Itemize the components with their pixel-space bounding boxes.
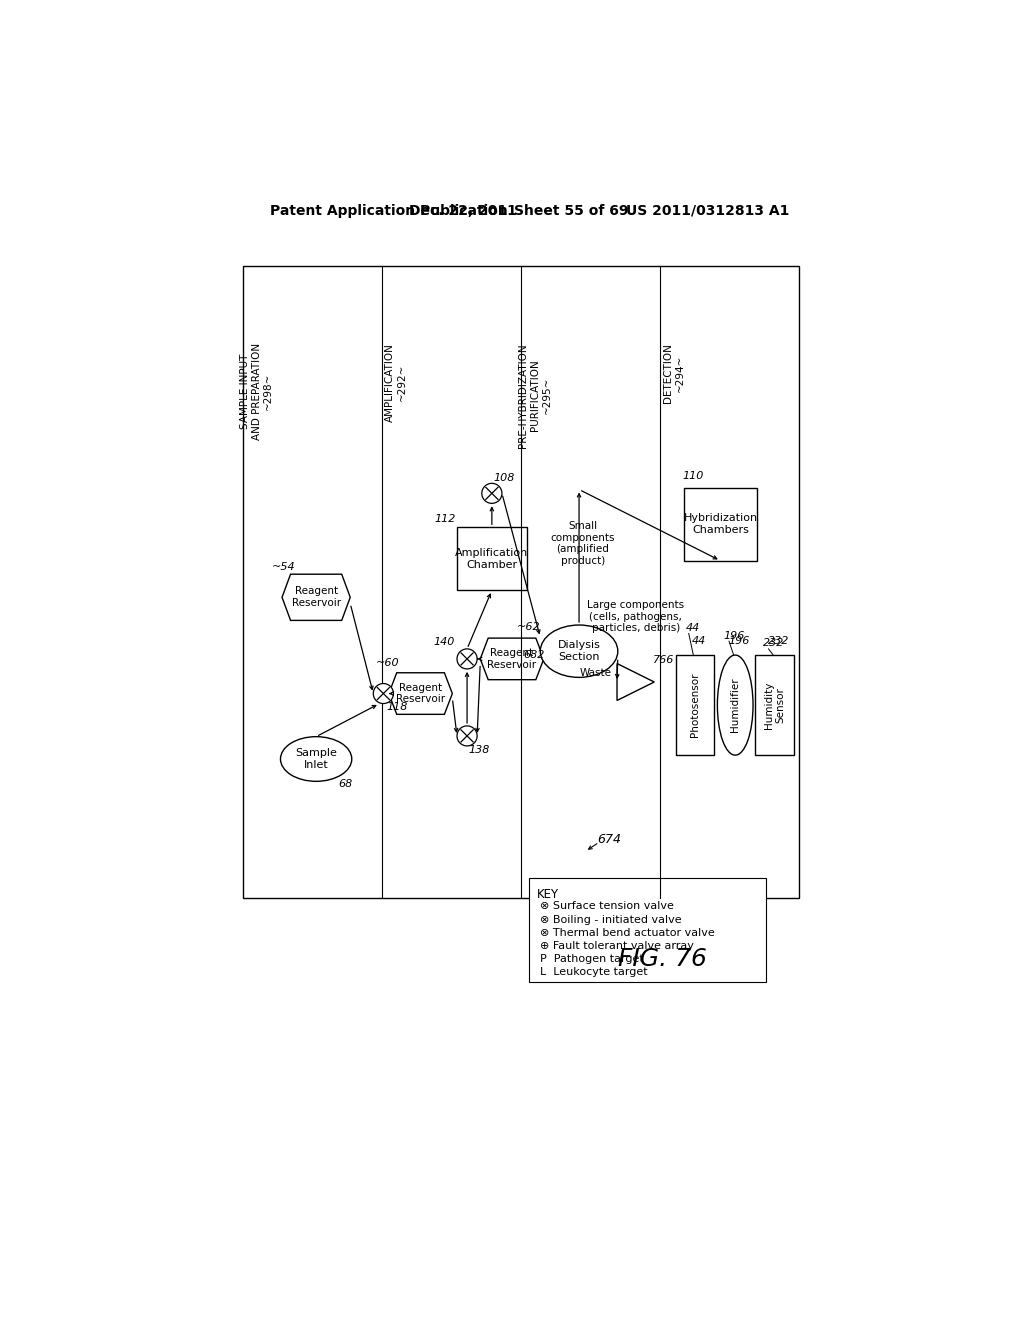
Text: 196: 196	[723, 631, 744, 640]
Text: Humidifier: Humidifier	[730, 677, 740, 733]
Text: ⊗ Surface tension valve: ⊗ Surface tension valve	[541, 902, 674, 911]
Text: 766: 766	[653, 656, 674, 665]
Text: L  Leukocyte target: L Leukocyte target	[541, 966, 648, 977]
Text: Patent Application Publication: Patent Application Publication	[270, 203, 508, 218]
Text: 232: 232	[768, 636, 790, 647]
Text: PRE-HYBRIDIZATION
PURIFICATION
~295~: PRE-HYBRIDIZATION PURIFICATION ~295~	[518, 343, 552, 447]
Polygon shape	[282, 574, 350, 620]
Text: KEY: KEY	[538, 887, 559, 900]
Text: Photosensor: Photosensor	[690, 673, 700, 738]
Text: Dialysis
Section: Dialysis Section	[558, 640, 600, 663]
Bar	[457, 527, 526, 590]
Bar	[243, 267, 799, 898]
Text: SAMPLE INPUT
AND PREPARATION
~298~: SAMPLE INPUT AND PREPARATION ~298~	[240, 343, 273, 441]
Ellipse shape	[281, 737, 352, 781]
Text: 68: 68	[339, 779, 352, 788]
Text: Small
components
(amplified
product): Small components (amplified product)	[551, 521, 615, 566]
Circle shape	[457, 649, 477, 669]
Text: 110: 110	[683, 471, 705, 482]
Bar	[529, 878, 766, 982]
Text: 108: 108	[494, 473, 515, 483]
Polygon shape	[480, 638, 544, 680]
Text: 44: 44	[691, 636, 706, 647]
Text: Hybridization
Chambers: Hybridization Chambers	[683, 513, 758, 535]
Text: 196: 196	[728, 636, 750, 647]
Circle shape	[457, 726, 477, 746]
Text: Amplification
Chamber: Amplification Chamber	[456, 548, 528, 570]
Text: Dec. 22, 2011: Dec. 22, 2011	[410, 203, 517, 218]
Bar	[684, 487, 758, 561]
Text: Waste: Waste	[580, 668, 611, 677]
Text: DETECTION
~294~: DETECTION ~294~	[664, 343, 685, 403]
Text: Sheet 55 of 69: Sheet 55 of 69	[514, 203, 629, 218]
Text: ⊕ Fault tolerant valve array: ⊕ Fault tolerant valve array	[541, 941, 694, 950]
Text: ~62: ~62	[517, 622, 541, 631]
Text: 112: 112	[434, 513, 456, 524]
Text: 674: 674	[597, 833, 621, 846]
Text: Reagent
Reservoir: Reagent Reservoir	[487, 648, 537, 669]
Ellipse shape	[718, 655, 753, 755]
Text: P  Pathogen target: P Pathogen target	[541, 954, 644, 964]
Text: US 2011/0312813 A1: US 2011/0312813 A1	[627, 203, 790, 218]
Text: 232: 232	[763, 639, 784, 648]
Text: FIG. 76: FIG. 76	[618, 948, 708, 972]
Text: ~60: ~60	[376, 657, 399, 668]
Text: AMPLIFICATION
~292~: AMPLIFICATION ~292~	[385, 343, 407, 422]
Text: Sample
Inlet: Sample Inlet	[295, 748, 337, 770]
Polygon shape	[389, 673, 453, 714]
Bar	[756, 655, 795, 755]
Circle shape	[374, 684, 393, 704]
Text: 44: 44	[686, 623, 700, 634]
Bar	[676, 655, 714, 755]
Text: 138: 138	[468, 744, 489, 755]
Text: 682: 682	[523, 649, 545, 660]
Text: Reagent
Reservoir: Reagent Reservoir	[396, 682, 445, 705]
Text: ⊗ Boiling - initiated valve: ⊗ Boiling - initiated valve	[541, 915, 682, 924]
Text: ⊗ Thermal bend actuator valve: ⊗ Thermal bend actuator valve	[541, 928, 715, 937]
Text: ~54: ~54	[271, 561, 295, 572]
Text: Large components
(cells, pathogens,
particles, debris): Large components (cells, pathogens, part…	[587, 601, 684, 634]
Circle shape	[481, 483, 502, 503]
Ellipse shape	[541, 626, 617, 677]
Text: Humidity
Sensor: Humidity Sensor	[764, 681, 785, 729]
Text: Reagent
Reservoir: Reagent Reservoir	[292, 586, 341, 609]
Text: 140: 140	[433, 638, 455, 647]
Polygon shape	[617, 664, 654, 701]
Text: 118: 118	[387, 702, 408, 713]
